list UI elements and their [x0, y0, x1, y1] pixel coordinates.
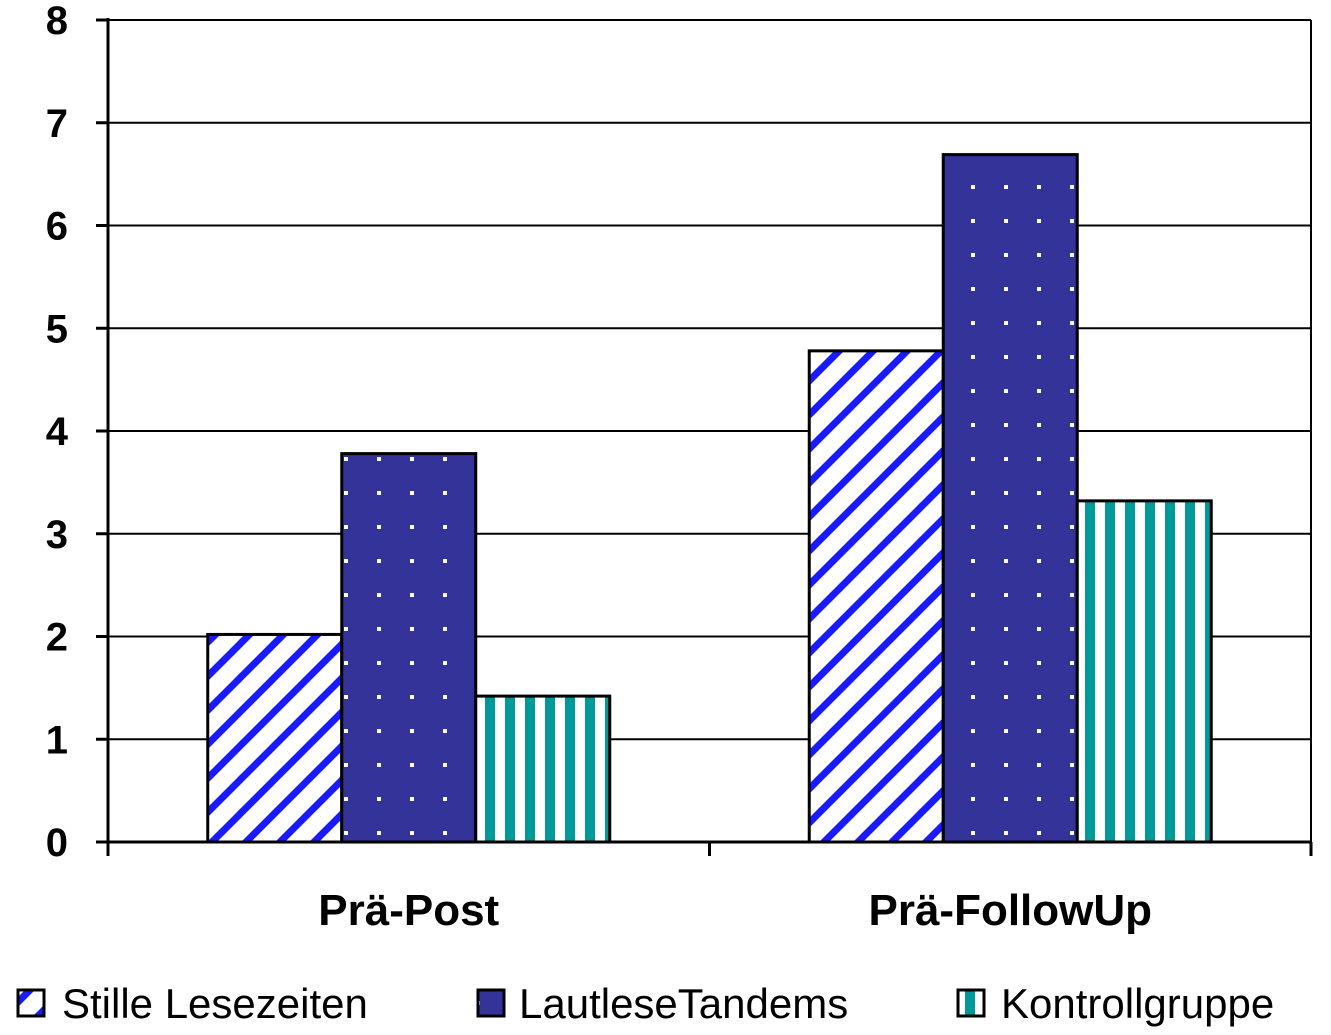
legend: Stille Lesezeiten LautleseTandems Kontroll… — [16, 980, 1274, 1027]
x-tick-label: Prä-FollowUp — [868, 886, 1152, 935]
y-tick-label: 3 — [46, 513, 68, 557]
y-tick-label: 8 — [46, 0, 68, 43]
bar-stille-lesezeiten-1 — [807, 349, 945, 844]
bar-kontrollgruppe-0 — [474, 694, 612, 844]
y-tick-label: 4 — [46, 410, 69, 454]
y-tick-label: 7 — [46, 102, 68, 146]
legend-label: Stille Lesezeiten — [62, 980, 368, 1027]
legend-swatch — [956, 988, 986, 1018]
y-tick-label: 5 — [46, 307, 68, 351]
y-tick-label: 1 — [46, 718, 68, 762]
legend-swatch — [16, 988, 46, 1018]
y-tick-label: 2 — [46, 616, 68, 660]
y-tick-label: 0 — [46, 821, 68, 865]
bar-stille-lesezeiten-0 — [206, 632, 344, 844]
x-tick-label: Prä-Post — [318, 886, 499, 935]
bar-lautlesetandems-0 — [340, 452, 478, 844]
axes: Prä-Post Prä-FollowUp 0 1 2 3 4 5 6 7 8 — [46, 0, 1313, 935]
legend-label: Kontrollgruppe — [1001, 980, 1274, 1027]
bars — [206, 153, 1213, 844]
y-tick-label: 6 — [46, 205, 68, 249]
bar-kontrollgruppe-1 — [1075, 499, 1213, 844]
legend-label: LautleseTandems — [519, 980, 848, 1027]
legend-swatch — [476, 988, 506, 1018]
bar-lautlesetandems-1 — [941, 153, 1079, 844]
